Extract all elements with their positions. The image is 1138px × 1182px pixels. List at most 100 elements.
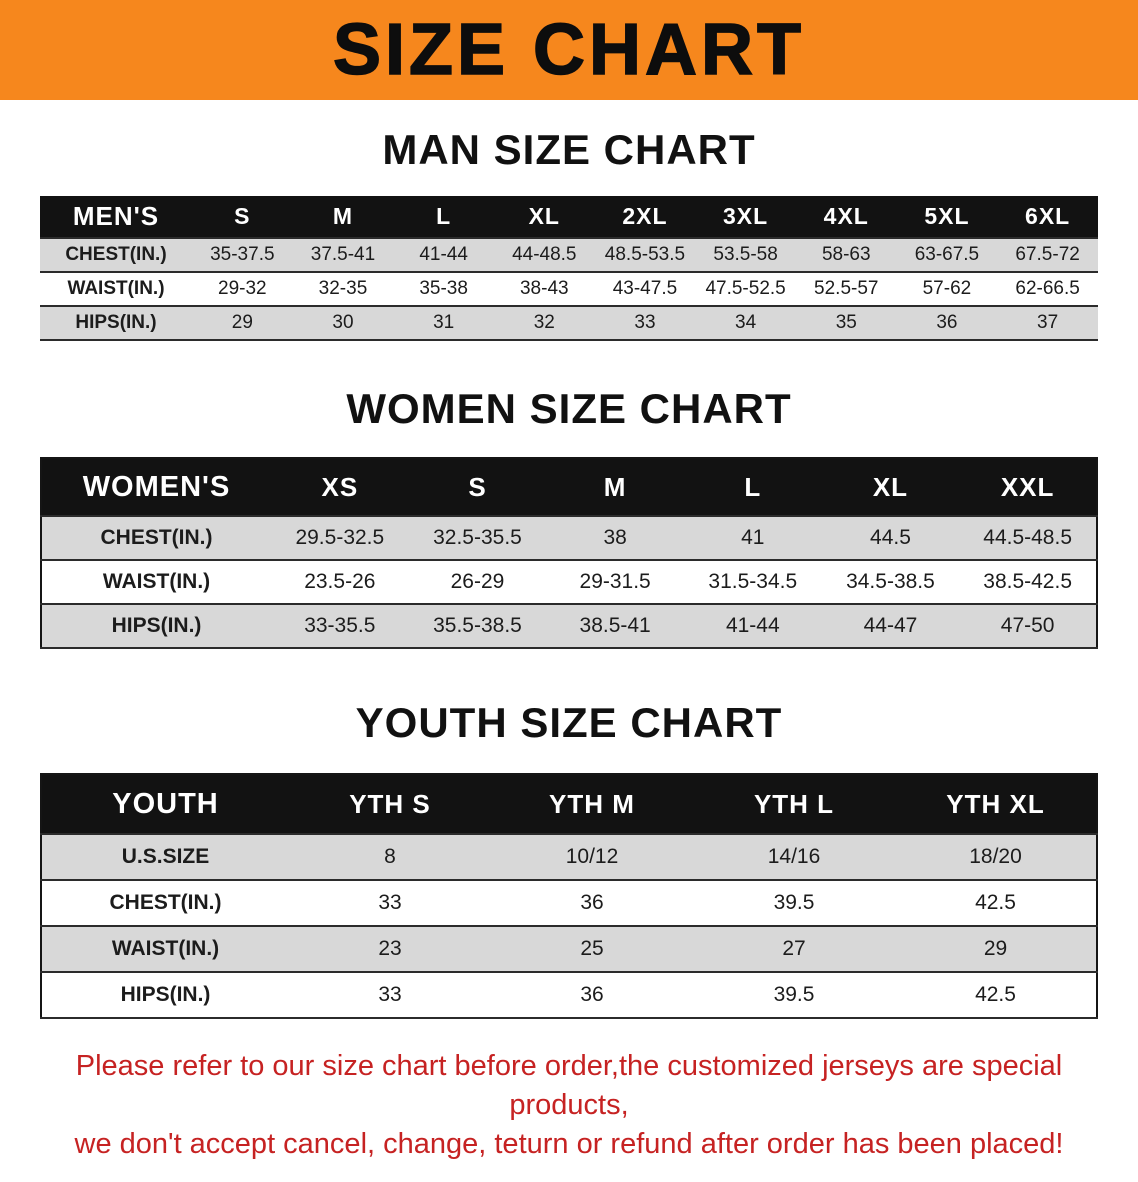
- size-header-cell: M: [546, 458, 684, 516]
- value-cell: 58-63: [795, 237, 897, 272]
- size-header-cell: 6XL: [997, 196, 1098, 238]
- value-cell: 44-47: [821, 603, 960, 649]
- size-header-cell: YTH XL: [895, 774, 1097, 834]
- value-cell: 63-67.5: [896, 237, 998, 272]
- value-cell: 26-29: [408, 559, 547, 604]
- table-title-cell: YOUTH: [41, 774, 289, 834]
- size-header-cell: S: [408, 458, 547, 516]
- value-cell: 32: [493, 305, 595, 341]
- value-cell: 39.5: [693, 971, 895, 1019]
- size-header-cell: XS: [271, 458, 409, 516]
- measurement-row: HIPS(IN.) 33 36 39.5 42.5: [41, 971, 1097, 1019]
- value-cell: 31: [393, 305, 494, 341]
- youth-size-heading: YOUTH SIZE CHART: [355, 699, 783, 746]
- value-cell: 35: [795, 305, 897, 341]
- size-header-cell: M: [292, 196, 394, 238]
- value-cell: 39.5: [693, 879, 895, 926]
- value-cell: 41-44: [393, 237, 494, 272]
- value-cell: 14/16: [693, 833, 895, 880]
- measurement-row: HIPS(IN.) 33-35.5 35.5-38.5 38.5-41 41-44 44-…: [41, 603, 1097, 649]
- value-cell: 48.5-53.5: [594, 237, 696, 272]
- measurement-row: WAIST(IN.) 23.5-26 26-29 29-31.5 31.5-34.5 34…: [41, 559, 1097, 604]
- row-label-cell: WAIST(IN.): [41, 559, 271, 604]
- measurement-row: U.S.SIZE 8 10/12 14/16 18/20: [41, 833, 1097, 880]
- value-cell: 38: [546, 515, 684, 560]
- size-header-cell: YTH L: [693, 774, 895, 834]
- size-header-cell: 4XL: [795, 196, 897, 238]
- value-cell: 31.5-34.5: [683, 559, 822, 604]
- youth-size-table: YOUTH YTH S YTH M YTH L YTH XL U.S.SIZE 8 10/12…: [40, 773, 1098, 1019]
- value-cell: 29: [895, 925, 1097, 972]
- value-cell: 38.5-42.5: [959, 559, 1097, 604]
- size-header-cell: 3XL: [695, 196, 796, 238]
- value-cell: 42.5: [895, 879, 1097, 926]
- value-cell: 35.5-38.5: [408, 603, 547, 649]
- value-cell: 30: [292, 305, 394, 341]
- size-header-cell: L: [683, 458, 822, 516]
- women-size-heading: WOMEN SIZE CHART: [346, 385, 792, 432]
- size-chart-banner: SIZE CHART: [0, 0, 1138, 100]
- size-header-cell: S: [192, 196, 293, 238]
- value-cell: 44.5-48.5: [959, 515, 1097, 560]
- men-size-section: MAN SIZE CHART MEN'S S M L XL 2XL 3XL 4XL 5XL 6XL…: [0, 126, 1138, 341]
- value-cell: 33: [289, 971, 491, 1019]
- value-cell: 67.5-72: [997, 237, 1098, 272]
- youth-size-section: YOUTH SIZE CHART YOUTH YTH S YTH M YTH L YTH…: [0, 699, 1138, 1019]
- value-cell: 47.5-52.5: [695, 271, 796, 306]
- table-title-cell: MEN'S: [40, 196, 192, 238]
- value-cell: 27: [693, 925, 895, 972]
- size-header-cell: YTH S: [289, 774, 491, 834]
- size-header-cell: XL: [493, 196, 595, 238]
- value-cell: 29: [192, 305, 293, 341]
- men-size-table: MEN'S S M L XL 2XL 3XL 4XL 5XL 6XL CHEST(IN.) 35-37…: [40, 196, 1098, 341]
- row-label-cell: WAIST(IN.): [40, 271, 192, 306]
- value-cell: 36: [491, 879, 693, 926]
- value-cell: 25: [491, 925, 693, 972]
- value-cell: 23.5-26: [271, 559, 409, 604]
- row-label-cell: HIPS(IN.): [41, 603, 271, 649]
- value-cell: 38-43: [493, 271, 595, 306]
- value-cell: 36: [896, 305, 998, 341]
- row-label-cell: HIPS(IN.): [40, 305, 192, 341]
- value-cell: 44-48.5: [493, 237, 595, 272]
- row-label-cell: HIPS(IN.): [41, 971, 289, 1019]
- value-cell: 38.5-41: [546, 603, 684, 649]
- value-cell: 33: [594, 305, 696, 341]
- value-cell: 41: [683, 515, 822, 560]
- row-label-cell: WAIST(IN.): [41, 925, 289, 972]
- value-cell: 10/12: [491, 833, 693, 880]
- order-disclaimer: Please refer to our size chart before or…: [0, 1047, 1138, 1182]
- value-cell: 53.5-58: [695, 237, 796, 272]
- size-header-cell: XXL: [959, 458, 1097, 516]
- measurement-row: WAIST(IN.) 29-32 32-35 35-38 38-43 43-47.5 47.…: [40, 271, 1098, 306]
- table-header-row: MEN'S S M L XL 2XL 3XL 4XL 5XL 6XL: [40, 196, 1098, 238]
- measurement-row: CHEST(IN.) 29.5-32.5 32.5-35.5 38 41 44.5 44.5…: [41, 515, 1097, 560]
- value-cell: 32.5-35.5: [408, 515, 547, 560]
- value-cell: 41-44: [683, 603, 822, 649]
- value-cell: 32-35: [292, 271, 394, 306]
- table-header-row: YOUTH YTH S YTH M YTH L YTH XL: [41, 774, 1097, 834]
- row-label-cell: CHEST(IN.): [41, 879, 289, 926]
- table-title-cell: WOMEN'S: [41, 458, 271, 516]
- value-cell: 34.5-38.5: [821, 559, 960, 604]
- value-cell: 29-32: [192, 271, 293, 306]
- value-cell: 34: [695, 305, 796, 341]
- value-cell: 35-37.5: [192, 237, 293, 272]
- measurement-row: HIPS(IN.) 29 30 31 32 33 34 35 36 37: [40, 305, 1098, 341]
- size-header-cell: XL: [821, 458, 960, 516]
- value-cell: 29-31.5: [546, 559, 684, 604]
- value-cell: 37.5-41: [292, 237, 394, 272]
- value-cell: 33: [289, 879, 491, 926]
- value-cell: 29.5-32.5: [271, 515, 409, 560]
- value-cell: 8: [289, 833, 491, 880]
- value-cell: 47-50: [959, 603, 1097, 649]
- measurement-row: CHEST(IN.) 33 36 39.5 42.5: [41, 879, 1097, 926]
- measurement-row: CHEST(IN.) 35-37.5 37.5-41 41-44 44-48.5 48.5…: [40, 237, 1098, 272]
- row-label-cell: U.S.SIZE: [41, 833, 289, 880]
- value-cell: 52.5-57: [795, 271, 897, 306]
- size-header-cell: 2XL: [594, 196, 696, 238]
- row-label-cell: CHEST(IN.): [41, 515, 271, 560]
- value-cell: 43-47.5: [594, 271, 696, 306]
- size-header-cell: L: [393, 196, 494, 238]
